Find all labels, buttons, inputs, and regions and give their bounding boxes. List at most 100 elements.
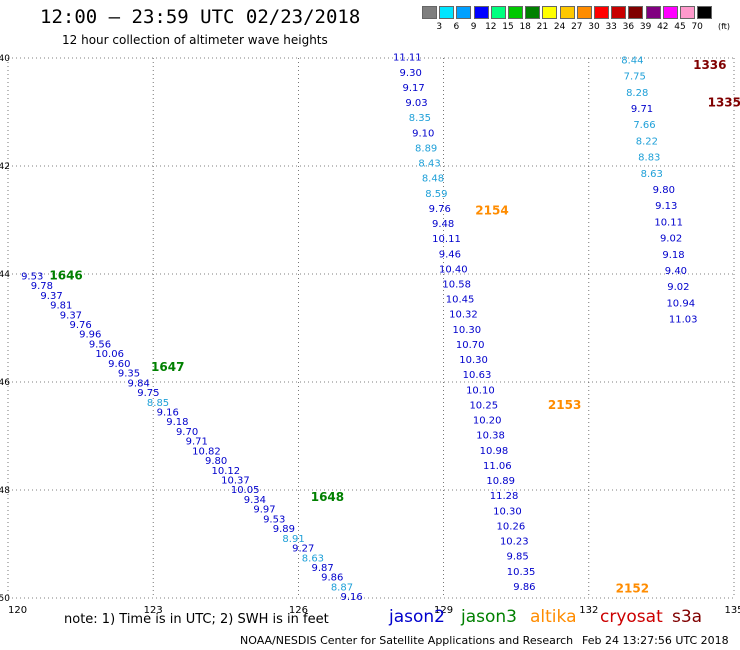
- wave-height-value: 9.76: [429, 204, 451, 215]
- pass-time-label: 1335: [708, 96, 740, 110]
- wave-height-value: 9.37: [60, 310, 82, 321]
- wave-height-value: 10.32: [449, 310, 478, 321]
- pass-time-label: 1646: [49, 268, 82, 282]
- wave-height-value: 10.25: [469, 400, 498, 411]
- wave-height-value: 10.23: [500, 537, 529, 548]
- colorbar-swatch: [456, 6, 472, 19]
- wave-height-value: 8.63: [302, 553, 324, 564]
- colorbar-label: 24: [553, 22, 566, 32]
- colorbar-label: 70: [691, 22, 703, 32]
- wave-height-value: 9.53: [21, 271, 43, 282]
- colorbar-swatch: [680, 6, 695, 19]
- wave-height-value: 11.28: [490, 491, 519, 502]
- wave-height-value: 8.43: [418, 159, 440, 170]
- colorbar-swatch: [508, 6, 523, 19]
- wave-height-value: 9.40: [665, 266, 687, 277]
- wave-height-value: 9.18: [662, 250, 684, 261]
- wave-height-value: 9.60: [108, 359, 130, 370]
- colorbar-swatch: [662, 6, 678, 19]
- wave-height-value: 10.12: [211, 466, 240, 477]
- wave-height-value: 10.63: [463, 370, 492, 381]
- wave-height-value: 9.78: [31, 281, 53, 292]
- wave-height-value: 10.11: [654, 217, 683, 228]
- colorbar-label: 39: [639, 22, 652, 32]
- colorbar-swatch: [697, 6, 713, 19]
- wave-height-value: 10.58: [442, 280, 471, 291]
- lat-tick-label: -44: [0, 270, 10, 280]
- lon-tick-label: 132: [579, 605, 598, 616]
- wave-height-value: 8.85: [147, 398, 169, 409]
- lat-tick-label: -50: [0, 594, 10, 604]
- colorbar-swatch: [490, 6, 506, 19]
- legend-jason3: jason3: [461, 607, 517, 627]
- colorbar-label: 15: [502, 22, 514, 32]
- colorbar-swatch: [559, 6, 575, 19]
- wave-height-value: 10.98: [480, 446, 509, 457]
- wave-height-value: 11.03: [669, 315, 698, 326]
- wave-height-value: 9.46: [439, 249, 461, 260]
- wave-height-value: 9.16: [157, 407, 179, 418]
- colorbar-swatch: [576, 6, 592, 19]
- colorbar-label: 30: [588, 22, 600, 32]
- wave-height-value: 10.45: [446, 295, 475, 306]
- wave-height-value: 10.30: [459, 355, 488, 366]
- wave-height-value: 9.03: [405, 98, 427, 109]
- wave-height-value: 9.80: [653, 185, 675, 196]
- wave-height-value: 9.81: [50, 301, 72, 312]
- colorbar-label: 21: [536, 22, 549, 32]
- wave-height-value: 11.11: [393, 53, 422, 64]
- pass-time-label: 1648: [311, 490, 344, 504]
- wave-height-value: 9.96: [79, 330, 101, 341]
- lat-tick-label: -42: [0, 162, 10, 172]
- lon-tick-label: 123: [144, 605, 163, 616]
- wave-height-value: 9.86: [321, 573, 343, 584]
- wave-height-value: 10.70: [456, 340, 485, 351]
- credit-line: NOAA/NESDIS Center for Satellite Applica…: [240, 634, 574, 647]
- wave-height-value: 10.26: [497, 521, 526, 532]
- colorbar-swatch: [611, 6, 627, 19]
- wave-height-value: 9.97: [253, 505, 275, 516]
- wave-height-value: 10.94: [666, 298, 695, 309]
- wave-height-value: 9.10: [412, 128, 434, 139]
- footer-note: note: 1) Time is in UTC; 2) SWH is in fe…: [64, 612, 329, 627]
- track-jason2: 8.44 7.75 8.28 9.71 7.66 8.22 8.83 8.63 9.80 9.13…: [621, 55, 740, 325]
- colorbar-label: 6: [453, 22, 460, 32]
- wave-height-value: 9.75: [137, 388, 159, 399]
- colorbar-label: 33: [605, 22, 617, 32]
- wave-height-value: 9.02: [667, 282, 689, 293]
- colorbar-swatch: [525, 6, 541, 19]
- wave-height-value: 10.30: [453, 325, 482, 336]
- wave-height-value: 9.56: [89, 339, 111, 350]
- wave-height-value: 9.02: [660, 234, 682, 245]
- map-grid: [7, 57, 735, 599]
- wave-height-value: 8.35: [409, 113, 431, 124]
- wave-height-value: 8.28: [626, 88, 648, 99]
- colorbar-swatch: [628, 6, 644, 19]
- wave-height-value: 10.05: [231, 485, 260, 496]
- wave-height-value: 9.53: [263, 514, 285, 525]
- colorbar-swatch: [594, 6, 609, 19]
- lon-tick-label: 126: [289, 605, 308, 616]
- wave-height-value: 10.30: [493, 506, 522, 517]
- wave-height-value: 8.89: [415, 143, 437, 154]
- wave-height-value: 9.30: [400, 68, 422, 79]
- wave-height-value: 10.20: [473, 416, 502, 427]
- wave-height-value: 9.13: [655, 201, 677, 212]
- wave-height-value: 9.84: [128, 378, 150, 389]
- generation-timestamp: Feb 24 13:27:56 UTC 2018: [582, 634, 729, 647]
- colorbar-label: 3: [436, 22, 443, 32]
- lat-tick-label: -46: [0, 378, 10, 388]
- wave-height-value: 7.66: [633, 120, 655, 131]
- lon-tick-label: 129: [434, 605, 453, 616]
- legend-s3a: s3a: [672, 607, 703, 627]
- colorbar-label: 18: [519, 22, 531, 32]
- wave-height-value: 9.17: [402, 83, 424, 94]
- pass-time-label: 2154: [475, 204, 508, 218]
- wave-height-value: 9.70: [176, 427, 198, 438]
- wave-height-value: 10.82: [192, 446, 221, 457]
- track-jason3: 9.539.789.379.819.379.769.969.5610.069.6…: [21, 268, 363, 603]
- wave-height-value: 8.22: [636, 136, 658, 147]
- wave-height-value: 10.35: [507, 567, 536, 578]
- colorbar-swatch: [645, 6, 661, 19]
- map-subtitle: 12 hour collection of altimeter wave hei…: [62, 33, 328, 47]
